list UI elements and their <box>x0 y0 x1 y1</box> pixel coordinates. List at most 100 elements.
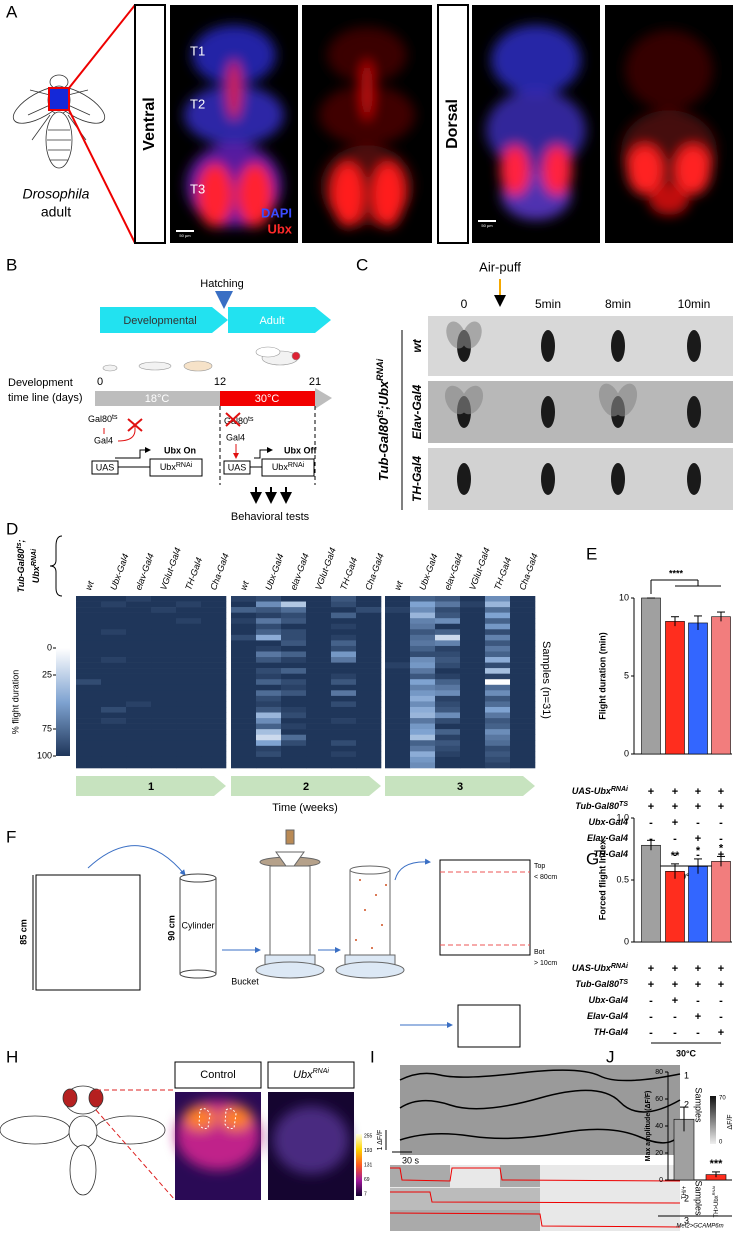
heatmap-cell <box>231 645 257 652</box>
heatmap-cell <box>435 623 461 630</box>
genotype-cell: + <box>718 786 724 798</box>
genotype-part: Ubx-Gal4 <box>588 817 628 827</box>
genotype-part: ts <box>16 542 23 548</box>
heatmap-cell <box>306 706 332 713</box>
shape <box>179 969 217 979</box>
heatmap-cell <box>306 712 332 719</box>
heatmap-cell <box>306 762 332 769</box>
view-label: Ventral <box>141 97 158 150</box>
heatmap-cell <box>410 751 436 758</box>
heatmap-cell <box>410 679 436 686</box>
column-label: wt <box>238 579 251 591</box>
shape <box>444 321 638 417</box>
scale-label: 50 µm <box>179 233 191 238</box>
shape <box>184 1106 216 1130</box>
heatmap-cell <box>510 723 536 730</box>
shape <box>611 330 625 362</box>
heatmap-cell <box>281 662 307 669</box>
heatmap-cell <box>385 745 411 752</box>
y-axis-title: Samples (n=31) <box>540 641 552 719</box>
heatmap-cell <box>356 762 382 769</box>
heatmap-cell <box>256 729 282 736</box>
shape <box>675 145 711 195</box>
heatmap-cell <box>306 701 332 708</box>
heatmap-cell <box>231 629 257 636</box>
heatmap-cell <box>126 706 152 713</box>
heatmap-cell <box>281 607 307 613</box>
heatmap-cell <box>356 668 382 674</box>
y-tick-label: 0 <box>624 748 629 758</box>
shape <box>0 1115 71 1145</box>
heatmap-cell <box>356 657 382 663</box>
heatmap-cell <box>231 695 257 702</box>
heatmap-cell <box>385 657 411 663</box>
shape <box>88 1088 104 1108</box>
heatmap-cell <box>306 601 332 608</box>
heatmap-cell <box>485 701 511 708</box>
heatmap-cell <box>331 601 357 608</box>
heatmap-cell <box>485 596 511 602</box>
heatmap-cell <box>101 640 127 647</box>
gene-label: Gal4 <box>226 432 245 442</box>
heatmap-cell <box>410 701 436 708</box>
colorbar-label: ΔF/F <box>727 1114 734 1129</box>
heatmap-cell <box>331 762 357 769</box>
shape <box>491 25 581 95</box>
heatmap-cell <box>331 623 357 630</box>
heatmap-cell <box>485 679 511 686</box>
heatmap-cell <box>231 756 257 763</box>
heatmap-cell <box>510 718 536 724</box>
heatmap-cell <box>356 612 382 619</box>
heatmap-cell <box>410 612 436 619</box>
heatmap-cell <box>460 629 486 636</box>
panel-label: B <box>6 255 17 274</box>
heatmap-cell <box>356 673 382 680</box>
heatmap-cell <box>76 723 102 730</box>
heatmap-cell <box>176 623 202 630</box>
zoom-line <box>95 1109 176 1201</box>
heatmap-cell <box>256 756 282 763</box>
heatmap-cell <box>201 634 227 641</box>
heatmap-cell <box>281 596 307 602</box>
genotype-row-label: Tub-Gal80TS <box>575 979 628 990</box>
genotype-cell: + <box>648 963 654 975</box>
heatmap-cell <box>256 706 282 713</box>
heatmap-cell <box>306 623 332 630</box>
heatmap-cell <box>306 618 332 625</box>
heatmap-cell <box>231 745 257 752</box>
heatmap-cell <box>331 695 357 702</box>
heatmap-cell <box>256 751 282 758</box>
heatmap-cell <box>76 634 102 641</box>
heatmap-cell <box>101 618 127 625</box>
heatmap-cell <box>385 601 411 608</box>
shape <box>541 330 555 362</box>
heatmap-cell <box>485 690 511 697</box>
heatmap-cell <box>306 690 332 697</box>
genotype-cell: + <box>718 1027 724 1039</box>
heatmap-cell <box>331 640 357 647</box>
shape <box>625 30 713 110</box>
genotype-cell: + <box>672 995 678 1007</box>
heatmap-cell <box>331 684 357 691</box>
sample-label: 3 <box>684 1215 689 1225</box>
genotype-label: Tub-Gal80ts;UbxRNAi <box>375 358 391 481</box>
shape <box>462 321 482 349</box>
heatmap-cell <box>281 623 307 630</box>
genotype-cell: + <box>718 979 724 991</box>
heatmap-cell <box>410 695 436 702</box>
heatmap-cell <box>201 756 227 763</box>
shape <box>399 1128 681 1144</box>
genotype-cell: - <box>673 1011 677 1023</box>
heatmap-cell <box>201 695 227 702</box>
heatmap-cell <box>101 645 127 652</box>
heatmap-cell <box>435 673 461 680</box>
colorbar-tick: 7 <box>364 1191 367 1197</box>
heatmap-cell <box>126 690 152 697</box>
heatmap-cell <box>510 651 536 658</box>
species: Drosophila <box>23 186 90 202</box>
heatmap-cell <box>201 718 227 724</box>
heatmap-cell <box>460 762 486 769</box>
heatmap-cell <box>410 596 436 602</box>
highlight-box <box>48 87 70 111</box>
heatmap-cell <box>101 668 127 674</box>
